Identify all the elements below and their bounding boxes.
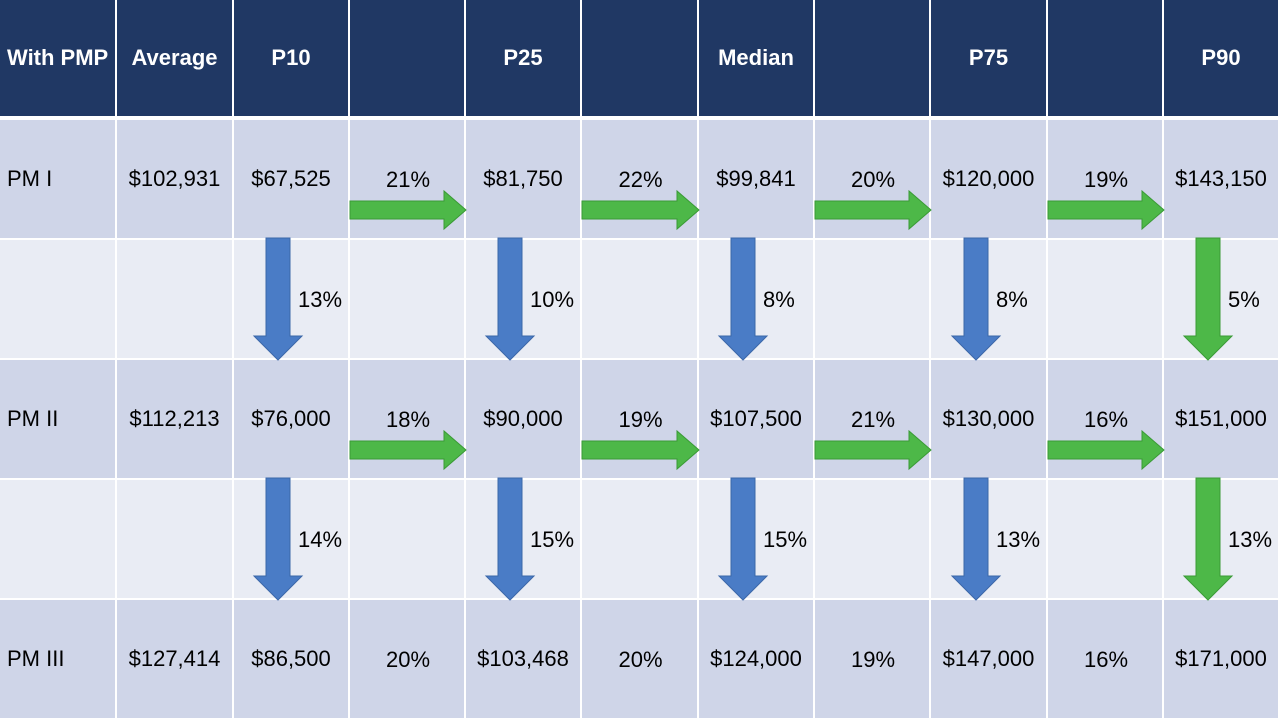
percentile-value: $147,000 [931, 600, 1046, 718]
down-arrow-icon [1182, 237, 1234, 361]
table-cell [582, 600, 697, 718]
table-cell [815, 240, 929, 358]
table-cell [0, 480, 115, 598]
percentile-value: $67,525 [234, 120, 348, 238]
table-cell [815, 480, 929, 598]
table-cell [582, 480, 697, 598]
header-cell [1048, 0, 1162, 116]
header-cell [582, 0, 697, 116]
average-value: $127,414 [117, 600, 232, 718]
header-cell: With PMP [0, 0, 115, 116]
header-cell: P75 [931, 0, 1046, 116]
down-arrow-icon [950, 477, 1001, 601]
row-label: PM III [0, 600, 115, 718]
right-arrow-icon [581, 429, 700, 471]
percentile-value: $86,500 [234, 600, 348, 718]
level-change-percent: 14% [298, 527, 343, 552]
step-percent: 20% [386, 647, 431, 672]
table-cell [1048, 600, 1162, 718]
level-change-percent: 8% [763, 287, 795, 312]
table-cell [350, 600, 464, 718]
step-percent: 21% [386, 167, 431, 192]
header-cell: Median [699, 0, 813, 116]
level-change-percent: 10% [530, 287, 575, 312]
down-arrow-icon [1182, 477, 1234, 601]
table-cell [1048, 240, 1162, 358]
percentile-value: $103,468 [466, 600, 580, 718]
percentile-value: $76,000 [234, 360, 348, 478]
down-arrow-icon [717, 237, 769, 361]
percentile-value: $90,000 [466, 360, 580, 478]
step-percent: 18% [386, 407, 431, 432]
header-cell [815, 0, 929, 116]
row-label: PM II [0, 360, 115, 478]
percentile-value: $171,000 [1164, 600, 1278, 718]
level-change-percent: 5% [1228, 287, 1260, 312]
right-arrow-icon [814, 189, 932, 231]
percentile-value: $151,000 [1164, 360, 1278, 478]
down-arrow-icon [252, 237, 304, 361]
down-arrow-icon [717, 477, 769, 601]
row-label: PM I [0, 120, 115, 238]
header-cell: P25 [466, 0, 580, 116]
right-arrow-icon [581, 189, 700, 231]
table-cell [117, 240, 232, 358]
level-change-percent: 13% [1228, 527, 1273, 552]
header-cell: P90 [1164, 0, 1278, 116]
step-percent: 20% [618, 647, 663, 672]
level-change-percent: 13% [996, 527, 1041, 552]
level-change-percent: 8% [996, 287, 1028, 312]
step-percent: 19% [851, 647, 896, 672]
header-cell: Average [117, 0, 232, 116]
table-cell [350, 240, 464, 358]
step-percent: 22% [618, 167, 663, 192]
percentile-value: $107,500 [699, 360, 813, 478]
percentile-value: $120,000 [931, 120, 1046, 238]
table-cell [582, 240, 697, 358]
right-arrow-icon [349, 189, 467, 231]
level-change-percent: 15% [530, 527, 575, 552]
step-percent: 16% [1084, 647, 1129, 672]
percentile-value: $130,000 [931, 360, 1046, 478]
step-percent: 16% [1084, 407, 1129, 432]
down-arrow-icon [252, 477, 304, 601]
step-percent: 21% [851, 407, 896, 432]
right-arrow-icon [814, 429, 932, 471]
down-arrow-icon [950, 237, 1001, 361]
table-cell [0, 240, 115, 358]
table-cell [117, 480, 232, 598]
percentile-value: $124,000 [699, 600, 813, 718]
table-cell [815, 600, 929, 718]
header-cell [350, 0, 464, 116]
step-percent: 20% [851, 167, 896, 192]
right-arrow-icon [349, 429, 467, 471]
table-cell [1048, 480, 1162, 598]
average-value: $102,931 [117, 120, 232, 238]
down-arrow-icon [484, 237, 536, 361]
right-arrow-icon [1047, 189, 1165, 231]
step-percent: 19% [618, 407, 663, 432]
right-arrow-icon [1047, 429, 1165, 471]
average-value: $112,213 [117, 360, 232, 478]
down-arrow-icon [484, 477, 536, 601]
level-change-percent: 15% [763, 527, 808, 552]
percentile-value: $99,841 [699, 120, 813, 238]
percentile-value: $143,150 [1164, 120, 1278, 238]
step-percent: 19% [1084, 167, 1129, 192]
table-cell [350, 480, 464, 598]
header-cell: P10 [234, 0, 348, 116]
percentile-value: $81,750 [466, 120, 580, 238]
level-change-percent: 13% [298, 287, 343, 312]
